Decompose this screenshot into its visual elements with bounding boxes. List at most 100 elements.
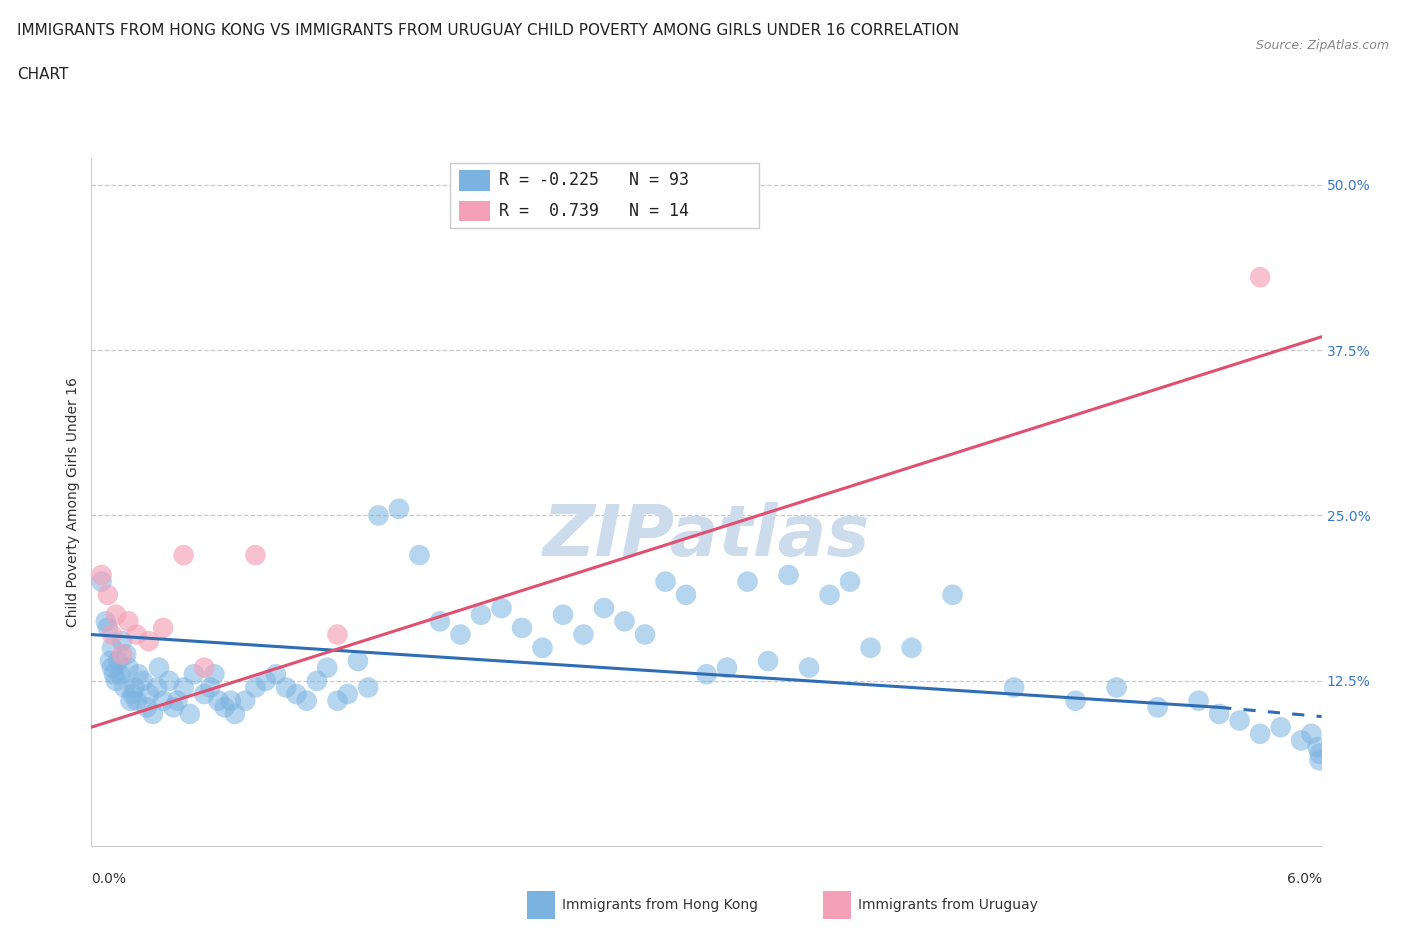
Point [111,647,134,662]
Point [97,588,120,603]
Point [737,574,759,589]
Point [179,707,201,722]
Point [108,667,131,682]
Point [859,641,882,656]
Point [316,660,339,675]
Point [491,601,513,616]
Point [173,548,195,563]
Point [429,614,451,629]
Point [276,680,298,695]
Point [224,707,246,722]
Point [157,673,180,688]
Text: Immigrants from Hong Kong: Immigrants from Hong Kong [562,897,758,912]
Point [214,700,236,715]
Text: IMMIGRANTS FROM HONG KONG VS IMMIGRANTS FROM URUGUAY CHILD POVERTY AMONG GIRLS U: IMMIGRANTS FROM HONG KONG VS IMMIGRANTS … [17,23,959,38]
Point [138,633,160,648]
Point [264,667,287,682]
Point [162,700,184,715]
Point [200,680,222,695]
Point [233,693,256,708]
Point [107,654,129,669]
Point [336,686,359,701]
Point [716,660,738,675]
Point [1309,746,1331,761]
Point [551,607,574,622]
Point [131,673,153,688]
Point [152,693,174,708]
Point [1146,700,1168,715]
Point [245,548,267,563]
Point [1249,726,1271,741]
Point [117,660,139,675]
Bar [460,201,491,221]
Point [105,607,127,622]
Point [254,673,277,688]
Text: Immigrants from Uruguay: Immigrants from Uruguay [858,897,1038,912]
Point [152,620,174,635]
Point [219,693,242,708]
Point [695,667,717,682]
Point [1289,733,1312,748]
Text: CHART: CHART [17,67,69,82]
Point [839,574,862,589]
Point [1229,713,1251,728]
Point [675,588,697,603]
Point [593,601,616,616]
Point [245,680,267,695]
Point [103,667,125,682]
Point [120,693,142,708]
Point [357,680,380,695]
Point [756,654,779,669]
Point [193,686,215,701]
Point [408,548,430,563]
Point [305,673,328,688]
Point [388,501,411,516]
Point [367,508,389,523]
Point [613,614,636,629]
Point [326,627,349,642]
Point [510,620,533,635]
Point [470,607,492,622]
Point [117,614,139,629]
Point [135,700,157,715]
Point [634,627,657,642]
Text: 6.0%: 6.0% [1286,871,1322,886]
Point [1105,680,1128,695]
Text: 0.0%: 0.0% [91,871,127,886]
Bar [460,170,491,191]
Point [1208,707,1230,722]
Point [1306,739,1329,754]
Point [111,633,134,648]
Point [207,693,229,708]
Point [1187,693,1209,708]
Point [128,667,150,682]
Point [295,693,318,708]
Point [146,680,169,695]
Point [1249,270,1271,285]
Text: ZIPatlas: ZIPatlas [543,502,870,571]
Text: R =  0.739   N = 14: R = 0.739 N = 14 [499,202,689,219]
Point [654,574,676,589]
Point [101,660,124,675]
Point [148,660,170,675]
Point [941,588,963,603]
Point [105,673,127,688]
Point [347,654,370,669]
Point [572,627,595,642]
Point [166,693,188,708]
Point [193,660,215,675]
Point [90,574,112,589]
Point [138,686,160,701]
Point [818,588,841,603]
Point [326,693,349,708]
Point [900,641,922,656]
Point [183,667,205,682]
Point [115,647,138,662]
Point [142,707,165,722]
Point [1270,720,1292,735]
Point [125,693,148,708]
Y-axis label: Child Poverty Among Girls Under 16: Child Poverty Among Girls Under 16 [66,378,80,627]
Point [202,667,225,682]
Point [94,614,117,629]
Point [1002,680,1025,695]
